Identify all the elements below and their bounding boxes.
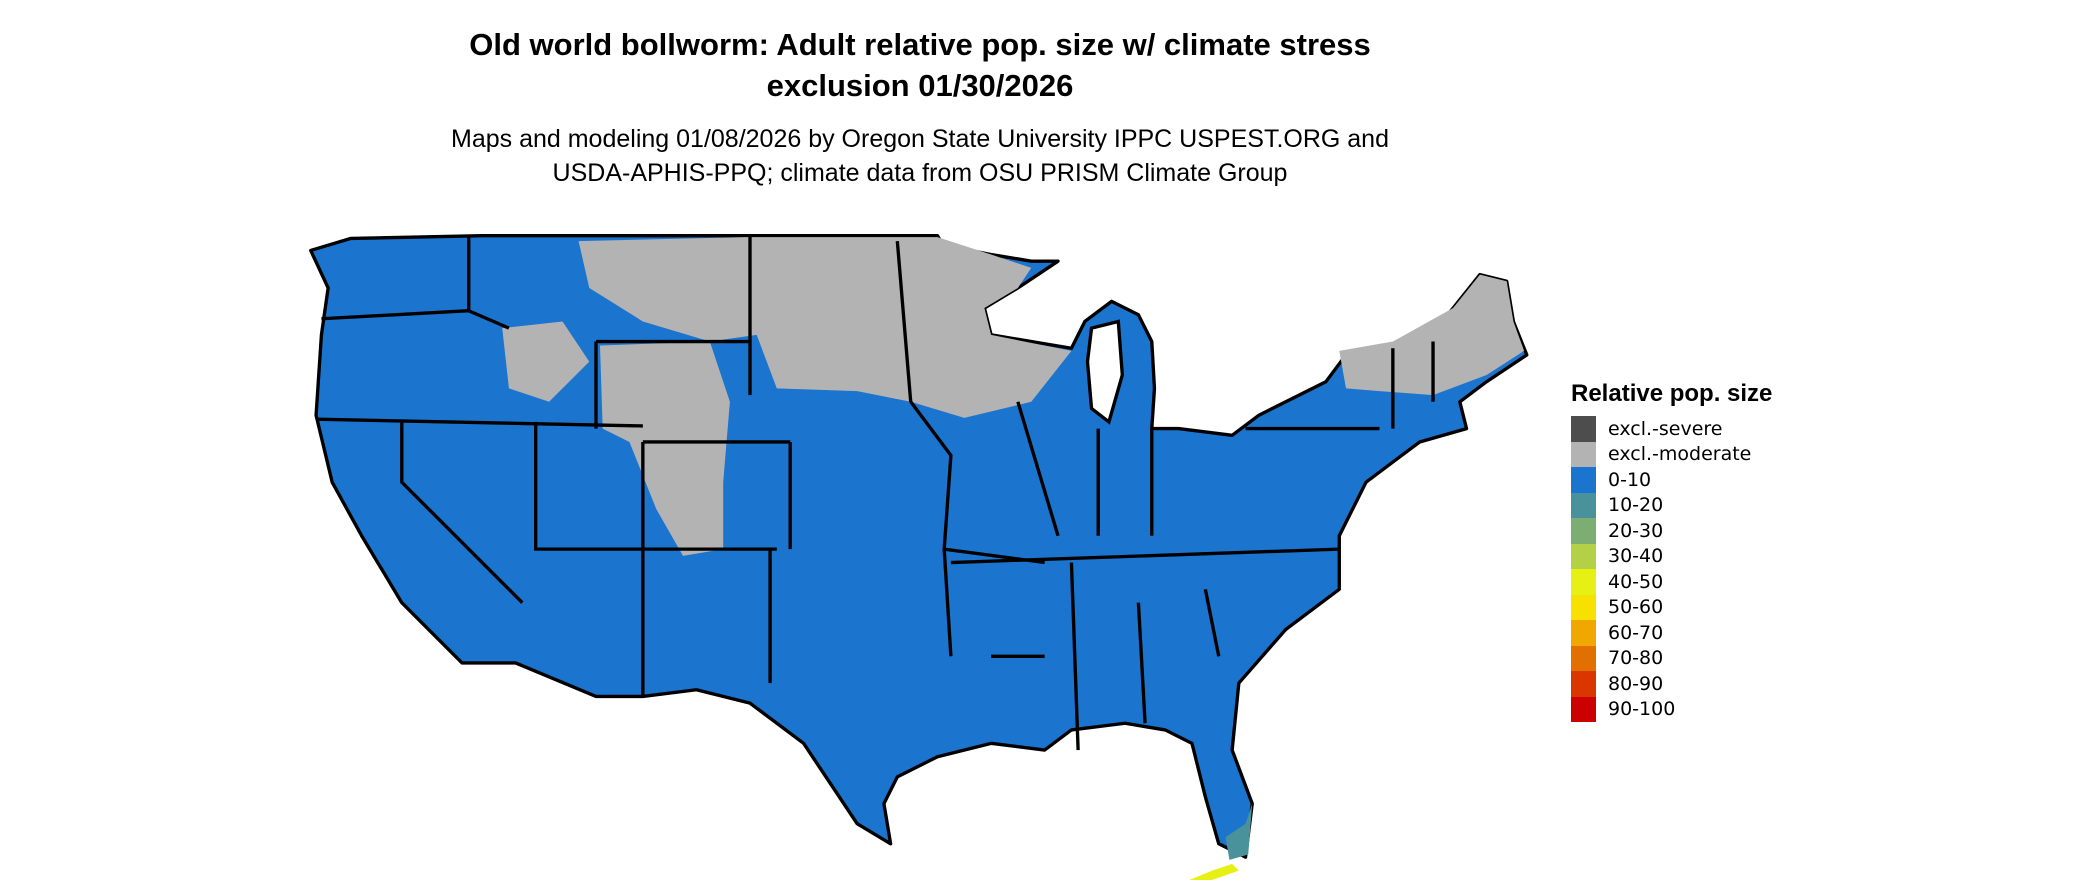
title-line-1: Old world bollworm: Adult relative pop. …: [469, 27, 1371, 62]
legend-swatch: [1571, 543, 1596, 569]
florida-keys-40-50: [1189, 863, 1239, 880]
legend-label: 0-10: [1608, 468, 1652, 491]
legend-item: 90-100: [1571, 696, 1772, 722]
legend-item: 0-10: [1571, 467, 1772, 493]
legend: Relative pop. size excl.-severe excl.-mod…: [1571, 380, 1772, 722]
legend-swatch: [1571, 441, 1596, 467]
legend-label: 70-80: [1608, 647, 1664, 670]
legend-label: 10-20: [1608, 494, 1664, 517]
legend-item: excl.-severe: [1571, 416, 1772, 442]
legend-item: 40-50: [1571, 569, 1772, 595]
legend-items: excl.-severe excl.-moderate 0-10 10-20 20-30…: [1571, 416, 1772, 722]
subtitle-line-2: USDA-APHIS-PPQ; climate data from OSU PR…: [552, 159, 1288, 187]
south-florida-10-20: [1225, 803, 1253, 860]
state-borders: [316, 235, 1435, 751]
map-subtitle: Maps and modeling 01/08/2026 by Oregon S…: [320, 122, 1520, 190]
legend-label: 90-100: [1608, 698, 1676, 721]
legend-item: excl.-moderate: [1571, 441, 1772, 467]
legend-swatch: [1571, 518, 1596, 544]
excl-moderate-idaho: [502, 321, 590, 402]
legend-swatch: [1571, 569, 1596, 595]
title-line-2: exclusion 01/30/2026: [766, 68, 1074, 103]
legend-label: 20-30: [1608, 519, 1664, 542]
legend-item: 80-90: [1571, 671, 1772, 697]
legend-label: 80-90: [1608, 672, 1664, 695]
legend-swatch: [1571, 696, 1596, 722]
legend-swatch: [1571, 671, 1596, 697]
excl-moderate-rockies: [600, 341, 730, 556]
legend-swatch: [1571, 492, 1596, 518]
legend-item: 70-80: [1571, 645, 1772, 671]
legend-item: 30-40: [1571, 543, 1772, 569]
legend-label: excl.-moderate: [1608, 443, 1752, 466]
legend-item: 50-60: [1571, 594, 1772, 620]
lake-michigan: [1085, 319, 1125, 425]
legend-label: 30-40: [1608, 545, 1664, 568]
legend-item: 10-20: [1571, 492, 1772, 518]
legend-swatch: [1571, 594, 1596, 620]
legend-swatch: [1571, 467, 1596, 493]
legend-label: 50-60: [1608, 596, 1664, 619]
excl-moderate-northern-plains: [578, 237, 1072, 418]
legend-label: excl.-severe: [1608, 417, 1723, 440]
legend-swatch: [1571, 416, 1596, 442]
excl-moderate-areas: [502, 237, 1525, 556]
legend-item: 60-70: [1571, 620, 1772, 646]
map-title: Old world bollworm: Adult relative pop. …: [320, 24, 1520, 106]
subtitle-line-1: Maps and modeling 01/08/2026 by Oregon S…: [451, 125, 1389, 153]
legend-swatch: [1571, 645, 1596, 671]
excl-moderate-new-england: [1339, 274, 1525, 396]
legend-swatch: [1571, 620, 1596, 646]
legend-item: 20-30: [1571, 518, 1772, 544]
legend-label: 60-70: [1608, 621, 1664, 644]
legend-title: Relative pop. size: [1571, 380, 1773, 407]
legend-label: 40-50: [1608, 570, 1664, 593]
